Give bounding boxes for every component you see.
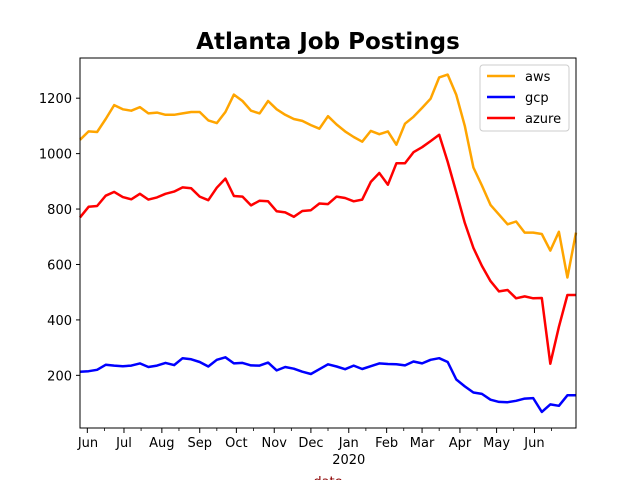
y-axis: 200 400 600 800 1000 1200 <box>39 92 80 384</box>
x-tick-label: Nov <box>262 436 288 451</box>
legend-label-aws: aws <box>525 70 551 85</box>
series-layer <box>79 73 578 414</box>
legend-label-gcp: gcp <box>525 91 549 106</box>
x-tick-label: Jun <box>523 436 544 451</box>
chart-title: Atlanta Job Postings <box>196 29 460 55</box>
x-axis: Jun Jul Aug Sep Oct Nov Dec Jan Feb Mar Apr May Jun <box>77 428 552 451</box>
legend-label-azure: azure <box>525 112 561 127</box>
y-tick-label: 400 <box>47 314 72 329</box>
x-axis-label: date <box>313 475 342 480</box>
x-tick-label: Aug <box>149 436 174 451</box>
y-tick-label: 1200 <box>39 92 72 107</box>
x-tick-label: Mar <box>410 436 435 451</box>
x-tick-label: Sep <box>187 436 212 451</box>
x-tick-label: Jul <box>115 436 132 451</box>
x-tick-label: Apr <box>449 436 472 451</box>
x-tick-label: Jun <box>77 436 98 451</box>
y-tick-label: 200 <box>47 369 72 384</box>
series-line-gcp <box>79 356 576 414</box>
x-tick-label: Jan <box>338 436 359 451</box>
y-tick-label: 600 <box>47 258 72 273</box>
series-line-azure <box>79 133 576 365</box>
y-tick-label: 800 <box>47 203 72 218</box>
legend-box <box>479 64 570 132</box>
x-tick-label: May <box>483 436 510 451</box>
series-line-aws <box>79 73 578 279</box>
x-year-label: 2020 <box>332 453 365 468</box>
x-tick-label: Feb <box>375 436 398 451</box>
legend: aws gcp azure <box>479 64 570 132</box>
x-tick-label: Oct <box>225 436 247 451</box>
x-tick-label: Dec <box>298 436 323 451</box>
y-tick-label: 1000 <box>39 148 72 163</box>
